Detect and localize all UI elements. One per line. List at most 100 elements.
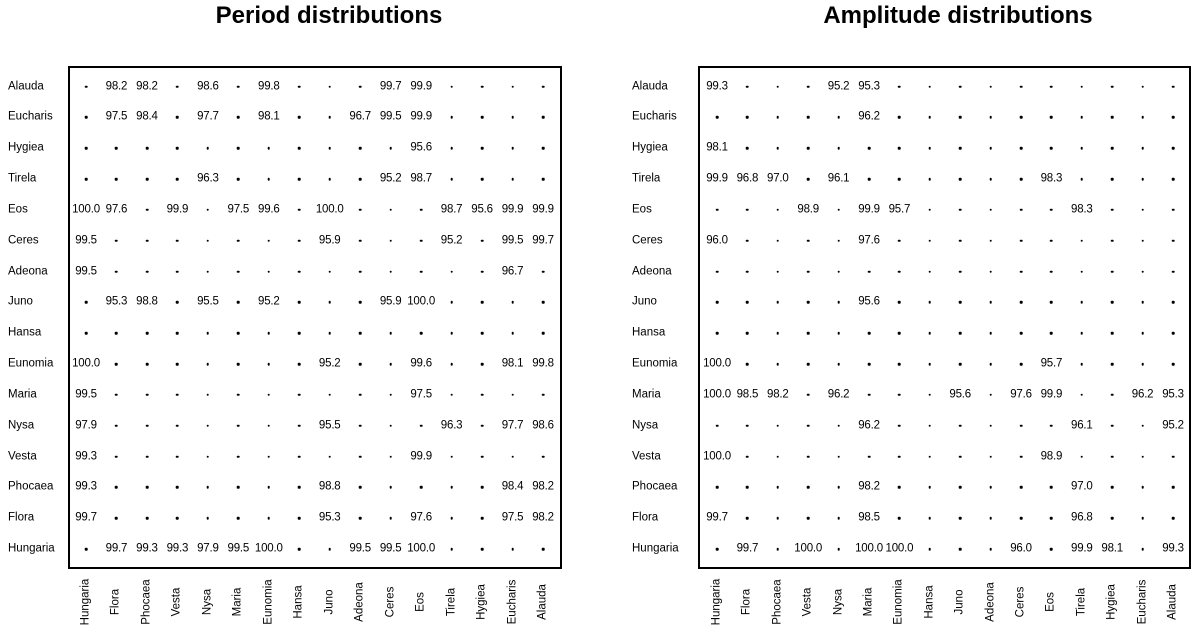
row-label: Vesta (8, 450, 37, 462)
missing-value-dot (837, 270, 840, 273)
matrix-cell-value: 99.9 (532, 203, 554, 216)
missing-value-dot (328, 547, 332, 551)
missing-value-dot (776, 208, 780, 212)
missing-value-dot (237, 455, 240, 458)
matrix-cell-value: 97.9 (75, 419, 97, 432)
missing-value-dot (358, 208, 362, 212)
column-label: Tirela (445, 587, 458, 617)
missing-value-dot (1141, 424, 1144, 427)
missing-value-dot (928, 393, 932, 397)
matrix-cell-value: 97.0 (1071, 480, 1093, 493)
missing-value-dot (928, 301, 932, 304)
missing-value-dot (328, 455, 332, 458)
missing-value-dot (746, 146, 749, 150)
missing-value-dot (84, 177, 88, 181)
column-label: Phocaea (771, 579, 784, 625)
missing-value-dot (1171, 116, 1175, 119)
matrix-cell-value: 98.7 (410, 172, 432, 185)
missing-value-dot (806, 331, 810, 335)
missing-value-dot (867, 270, 871, 273)
missing-value-dot (480, 270, 484, 273)
matrix-cell-value: 98.9 (1040, 450, 1063, 462)
matrix-cell-value: 99.5 (75, 265, 97, 277)
matrix-cell-value: 99.6 (258, 203, 280, 216)
missing-value-dot (176, 393, 179, 397)
missing-value-dot (776, 331, 780, 335)
missing-value-dot (541, 177, 545, 181)
matrix-cell-value: 95.5 (197, 295, 219, 308)
missing-value-dot (267, 239, 271, 242)
missing-value-dot (450, 85, 453, 88)
missing-value-dot (928, 547, 932, 551)
missing-value-dot (715, 547, 719, 551)
matrix-cell-value: 95.5 (318, 419, 341, 432)
matrix-cell-value: 98.8 (318, 480, 341, 493)
missing-value-dot (115, 362, 118, 366)
column-label: Hygiea (475, 584, 488, 620)
missing-value-dot (389, 516, 392, 520)
missing-value-dot (806, 177, 810, 181)
matrix-cell-value: 95.7 (888, 203, 911, 216)
column-label: Eucharis (506, 579, 519, 625)
missing-value-dot (297, 516, 301, 520)
missing-value-dot (958, 486, 962, 489)
missing-value-dot (928, 116, 932, 119)
missing-value-dot (541, 393, 545, 397)
matrix-cell-value: 99.9 (858, 203, 880, 216)
matrix-cell-value: 98.7 (440, 203, 463, 216)
missing-value-dot (1019, 455, 1023, 458)
missing-value-dot (84, 301, 88, 304)
missing-value-dot (1050, 239, 1053, 242)
missing-value-dot (480, 239, 484, 242)
missing-value-dot (958, 516, 962, 520)
matrix-cell-value: 95.3 (105, 295, 128, 308)
missing-value-dot (237, 270, 240, 273)
missing-value-dot (511, 301, 514, 304)
missing-value-dot (297, 116, 301, 119)
missing-value-dot (989, 331, 992, 335)
matrix-cell-value: 97.7 (501, 419, 524, 432)
missing-value-dot (776, 486, 780, 489)
missing-value-dot (1141, 177, 1144, 181)
missing-value-dot (958, 424, 962, 427)
missing-value-dot (1080, 362, 1084, 366)
missing-value-dot (206, 393, 210, 397)
row-label: Flora (632, 511, 659, 524)
matrix-cell-value: 95.3 (1162, 388, 1184, 401)
missing-value-dot (389, 424, 392, 427)
missing-value-dot (1050, 547, 1053, 551)
matrix-cell-value: 95.9 (318, 234, 341, 247)
missing-value-dot (1110, 116, 1114, 119)
missing-value-dot (898, 424, 901, 427)
missing-value-dot (715, 301, 719, 304)
missing-value-dot (928, 516, 932, 520)
missing-value-dot (541, 146, 545, 150)
matrix-cell-value: 98.1 (258, 110, 280, 123)
column-label: Vesta (801, 587, 814, 617)
matrix-cell-value: 95.3 (318, 511, 341, 524)
matrix-cell-value: 98.5 (858, 511, 880, 524)
missing-value-dot (145, 455, 149, 458)
matrix-cell-value: 100.0 (72, 203, 100, 216)
missing-value-dot (206, 516, 210, 520)
missing-value-dot (1019, 85, 1023, 88)
matrix-cell-value: 96.0 (706, 234, 728, 247)
missing-value-dot (145, 331, 149, 335)
missing-value-dot (358, 177, 362, 181)
matrix-cell-value: 99.3 (706, 80, 728, 92)
missing-value-dot (511, 331, 514, 335)
missing-value-dot (1141, 362, 1144, 366)
missing-value-dot (450, 270, 453, 273)
missing-value-dot (389, 362, 392, 366)
matrix-cell-value: 99.3 (1162, 542, 1184, 555)
missing-value-dot (206, 208, 210, 212)
missing-value-dot (776, 301, 780, 304)
matrix-cell-value: 99.9 (706, 172, 728, 185)
missing-value-dot (1141, 116, 1144, 119)
matrix-cell-value: 97.6 (105, 203, 128, 216)
missing-value-dot (867, 455, 871, 458)
missing-value-dot (776, 424, 780, 427)
missing-value-dot (928, 455, 932, 458)
missing-value-dot (1080, 270, 1084, 273)
missing-value-dot (176, 455, 179, 458)
